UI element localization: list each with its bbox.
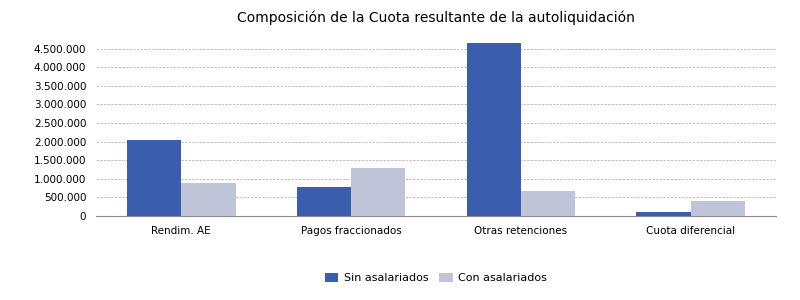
Bar — [521, 191, 575, 216]
Bar — [690, 202, 745, 216]
Bar — [182, 183, 236, 216]
Bar — [351, 168, 406, 216]
Bar — [466, 43, 521, 216]
Bar — [297, 187, 351, 216]
Legend: Sin asalariados, Con asalariados: Sin asalariados, Con asalariados — [320, 268, 552, 287]
Bar — [636, 212, 690, 216]
Title: Composición de la Cuota resultante de la autoliquidación: Composición de la Cuota resultante de la… — [237, 10, 635, 25]
Bar — [127, 140, 182, 216]
